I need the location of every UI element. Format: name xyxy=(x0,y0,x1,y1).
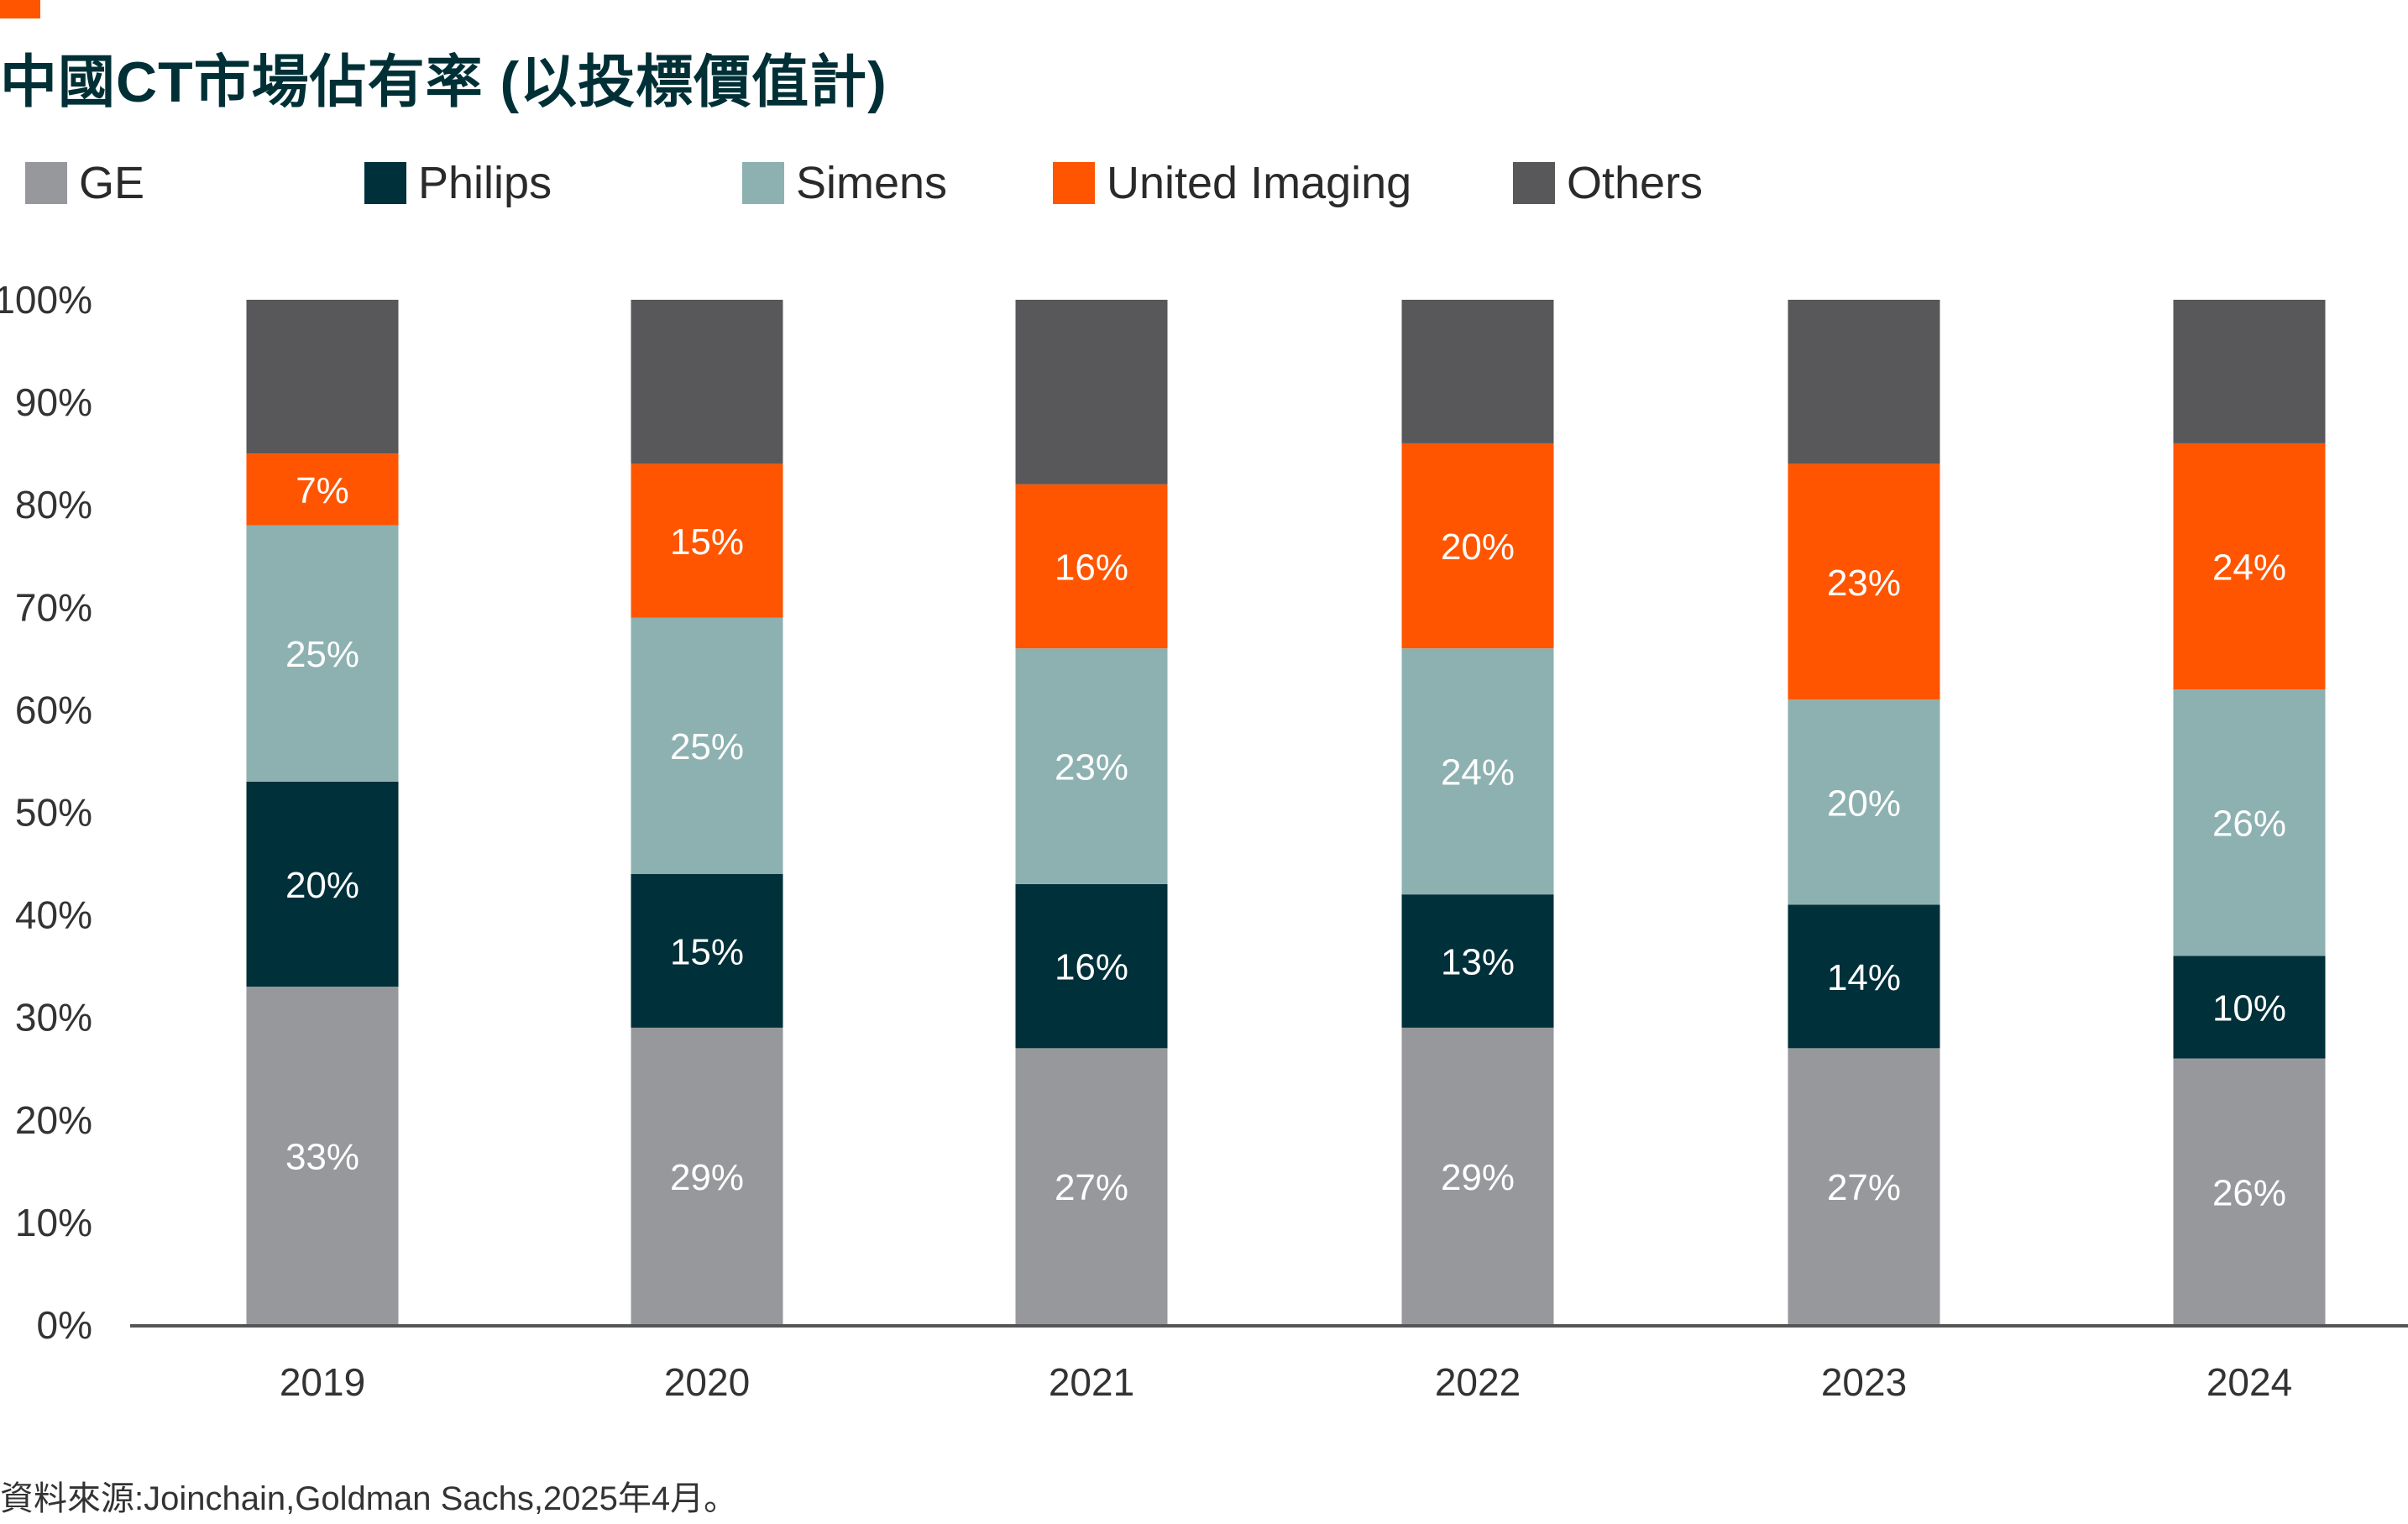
data-label: 33% xyxy=(285,1137,359,1178)
y-tick-label: 10% xyxy=(15,1201,92,1244)
data-label: 16% xyxy=(1055,947,1128,988)
bar-segment-ge xyxy=(2173,1058,2326,1325)
bar-segment-philips xyxy=(1015,883,1168,1049)
legend-item-united-imaging: United Imaging xyxy=(1053,160,1411,207)
bar-segment-simens xyxy=(631,617,783,874)
bar-segment-philips xyxy=(631,873,783,1028)
data-label: 16% xyxy=(1055,547,1128,588)
legend-item-ge: GE xyxy=(25,160,144,207)
bar-segment-ge xyxy=(246,987,399,1325)
source-note: 資料來源:Joinchain,Goldman Sachs,2025年4月。 xyxy=(0,1480,738,1517)
data-label: 23% xyxy=(1827,563,1901,604)
bar-segment-simens xyxy=(1401,648,1554,895)
legend-label-philips: Philips xyxy=(418,158,552,208)
legend-label-others: Others xyxy=(1567,158,1704,208)
legend-item-others: Others xyxy=(1513,160,1703,207)
data-label: 25% xyxy=(285,634,359,675)
bar-segment-philips xyxy=(1401,894,1554,1028)
data-label: 15% xyxy=(670,931,744,972)
bar-segment-united-imaging xyxy=(246,453,399,526)
data-label: 20% xyxy=(1827,783,1901,824)
bar-segment-simens xyxy=(246,525,399,782)
bar-segment-united-imaging xyxy=(1015,484,1168,649)
data-label: 13% xyxy=(1441,942,1515,983)
data-label: 10% xyxy=(2212,987,2286,1029)
bar-segment-ge xyxy=(1015,1048,1168,1325)
bar-segment-united-imaging xyxy=(1401,443,1554,649)
bar-segment-united-imaging xyxy=(631,463,783,618)
data-label: 25% xyxy=(670,726,744,767)
bar-segment-philips xyxy=(2173,956,2326,1059)
y-tick-label: 50% xyxy=(15,791,92,835)
legend-swatch-united-imaging xyxy=(1053,162,1095,204)
bar-segment-others xyxy=(1015,300,1168,484)
x-tick-label: 2019 xyxy=(280,1360,365,1404)
data-label: 15% xyxy=(670,521,744,563)
bar-segment-others xyxy=(1401,300,1554,443)
legend-label-ge: GE xyxy=(79,158,145,208)
bar-segment-ge xyxy=(631,1027,783,1325)
y-tick-label: 100% xyxy=(0,278,92,322)
data-label: 29% xyxy=(1441,1157,1515,1198)
legend-item-philips: Philips xyxy=(364,160,552,207)
legend-swatch-others xyxy=(1513,162,1555,204)
bar-segment-simens xyxy=(1788,699,1940,905)
y-tick-label: 30% xyxy=(15,996,92,1040)
data-label: 27% xyxy=(1055,1167,1128,1208)
legend-item-simens: Simens xyxy=(742,160,947,207)
legend-label-simens: Simens xyxy=(796,158,948,208)
x-tick-label: 2024 xyxy=(2206,1360,2292,1404)
data-label: 20% xyxy=(1441,526,1515,568)
data-label: 20% xyxy=(285,865,359,906)
bar-segment-ge xyxy=(1401,1027,1554,1325)
bar-segment-philips xyxy=(246,781,399,987)
data-label: 14% xyxy=(1827,957,1901,998)
bar-segment-philips xyxy=(1788,904,1940,1049)
x-tick-label: 2022 xyxy=(1435,1360,1521,1404)
bar-segment-united-imaging xyxy=(2173,443,2326,689)
data-label: 29% xyxy=(670,1157,744,1198)
y-tick-label: 90% xyxy=(15,380,92,424)
bar-segment-ge xyxy=(1788,1048,1940,1325)
data-label: 7% xyxy=(296,470,349,511)
y-tick-label: 70% xyxy=(15,585,92,629)
x-tick-label: 2021 xyxy=(1049,1360,1134,1404)
data-label: 27% xyxy=(1827,1167,1901,1208)
stacked-bar-chart: 0% 10% 20% 30% 40% 50% 60% 70% 80% 90% 100% 33% 20% 2… xyxy=(0,278,2408,1404)
bar-segment-others xyxy=(1788,300,1940,464)
y-tick-label: 0% xyxy=(37,1303,92,1347)
y-tick-label: 40% xyxy=(15,893,92,937)
x-tick-label: 2020 xyxy=(664,1360,750,1404)
data-label: 24% xyxy=(2212,547,2286,588)
y-tick-label: 60% xyxy=(15,688,92,731)
data-label: 23% xyxy=(1055,747,1128,788)
bar-segment-others xyxy=(631,300,783,464)
bar-segment-simens xyxy=(2173,689,2326,956)
bar-segment-simens xyxy=(1015,648,1168,884)
legend-swatch-philips xyxy=(364,162,406,204)
bar-segment-others xyxy=(246,300,399,454)
data-label: 26% xyxy=(2212,1172,2286,1213)
chart-title: 中國CT市場佔有率 (以投標價值計) xyxy=(0,50,887,114)
bar-segment-others xyxy=(2173,300,2326,443)
y-tick-label: 20% xyxy=(15,1098,92,1142)
x-tick-label: 2023 xyxy=(1821,1360,1907,1404)
bar-segment-united-imaging xyxy=(1788,463,1940,700)
legend-label-united-imaging: United Imaging xyxy=(1107,158,1412,208)
data-label: 26% xyxy=(2212,804,2286,845)
legend-swatch-simens xyxy=(742,162,784,204)
legend-swatch-ge xyxy=(25,162,67,204)
data-label: 24% xyxy=(1441,752,1515,793)
y-tick-label: 80% xyxy=(15,483,92,526)
accent-bar xyxy=(0,0,40,18)
